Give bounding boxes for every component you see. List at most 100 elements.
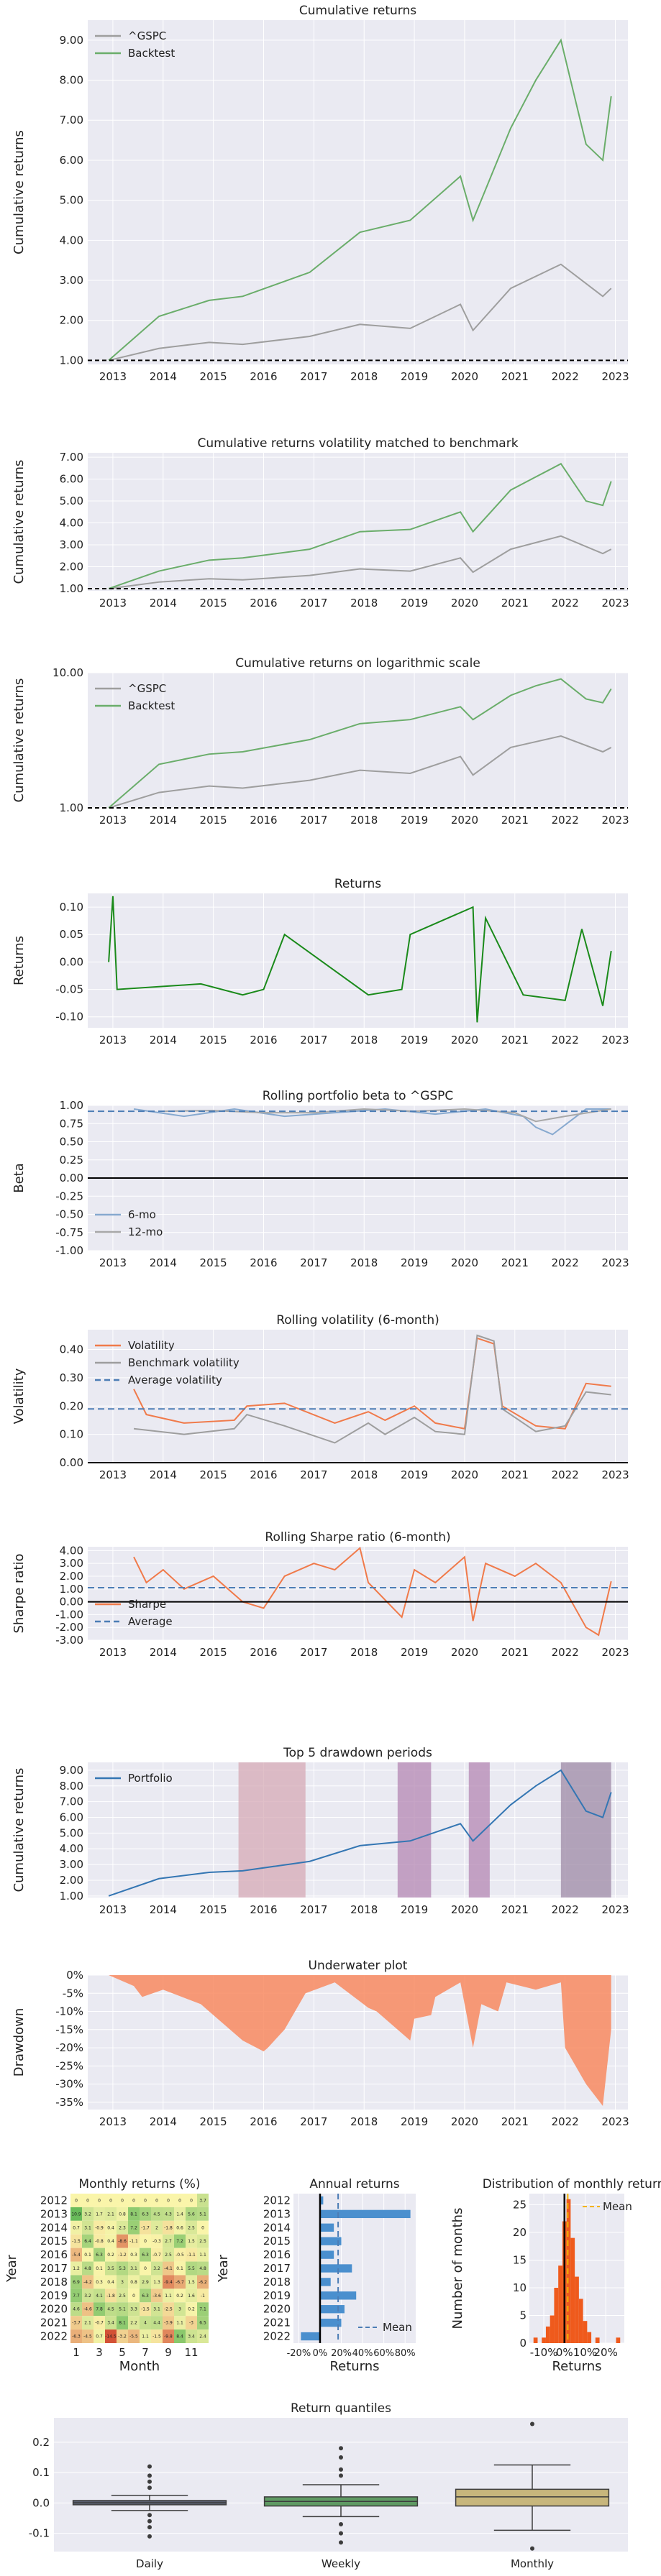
heatmap-cell [117, 2234, 128, 2248]
y-tick-label: 0.25 [60, 1154, 83, 1167]
heatmap-value: 3 [121, 2280, 124, 2285]
histogram-bar [587, 2332, 592, 2343]
heatmap-value: -3 [189, 2321, 193, 2326]
heatmap-cell [151, 2234, 163, 2248]
heatmap-cell [151, 2316, 163, 2330]
y-axis-label: Number of months [450, 2208, 465, 2329]
series-line-0 [108, 535, 612, 589]
y-tick-label: 1.00 [60, 582, 83, 595]
y-tick-label: -0.1 [29, 2527, 50, 2540]
heatmap-cell [140, 2329, 151, 2343]
y-tick-label: -0.05 [55, 983, 83, 996]
heatmap-value: 2.5 [199, 2239, 206, 2244]
y-tick-label: 15 [513, 2253, 526, 2266]
heatmap-cell [128, 2207, 140, 2221]
legend: Volatility Benchmark volatility Average vo… [95, 1339, 240, 1386]
y-axis-label: Drawdown [12, 2008, 27, 2077]
heatmap-value: 0.1 [96, 2266, 103, 2271]
series-line-1 [133, 1334, 611, 1444]
legend: Sharpe Average [95, 1598, 173, 1628]
heatmap-value: -0.8 [95, 2239, 104, 2244]
heatmap-cell [117, 2194, 128, 2207]
x-tick-label: 2023 [601, 814, 629, 827]
x-tick-label: 2014 [150, 1903, 177, 1916]
heatmap-cell [117, 2207, 128, 2221]
heatmap-value: 8.1 [119, 2321, 126, 2326]
heatmap-value: 0 [132, 2198, 135, 2203]
x-tick-label: 2017 [300, 1903, 327, 1916]
chart-monthly-heatmap: 0 0 0 0 0 0 0 0 0 0 0 3.710.9 3.2 1.7 2.1 0.8 8.1 6.3 4.5 4… [4, 2177, 209, 2374]
histogram-bar [578, 2299, 583, 2343]
y-tick-label: 6.00 [60, 1811, 83, 1824]
x-tick-label: 2023 [601, 1468, 629, 1481]
histogram-bar [570, 2237, 575, 2343]
heatmap-value: 2.1 [84, 2321, 91, 2326]
heatmap-value: 0.2 [176, 2294, 183, 2299]
y-tick-label: 6.00 [60, 154, 83, 167]
series-line-1 [108, 38, 612, 362]
heatmap-cell [163, 2329, 174, 2343]
x-tick-label: 2019 [401, 597, 428, 610]
heatmap-cell [105, 2288, 117, 2303]
y-axis-label: Sharpe ratio [12, 1554, 27, 1634]
heatmap-value: -1 [201, 2294, 205, 2299]
heatmap-cell [163, 2275, 174, 2289]
heatmap-value: 4.8 [199, 2266, 206, 2271]
heatmap-cell [197, 2248, 209, 2262]
y-tick-label: 0.2 [32, 2436, 50, 2449]
heatmap-cell [140, 2302, 151, 2317]
legend-label: 6-mo [128, 1208, 156, 1221]
heatmap-cell [82, 2261, 94, 2276]
heatmap-cell [186, 2329, 197, 2343]
heatmap-value: 3.1 [153, 2307, 160, 2312]
y-tick-label: 2.00 [60, 1874, 83, 1887]
x-tick-label: 2016 [250, 814, 277, 827]
chart-title: Rolling portfolio beta to ^GSPC [263, 1089, 454, 1103]
x-tick-label: 2018 [350, 2115, 378, 2128]
heatmap-value: 1.2 [73, 2266, 80, 2271]
heatmap-year: 2018 [40, 2276, 68, 2288]
y-tick-label: 2020 [263, 2303, 291, 2316]
y-tick-label: 0.00 [60, 955, 83, 968]
y-tick-label: 1.00 [60, 354, 83, 367]
x-tick-label: 2016 [250, 2115, 277, 2128]
heatmap-cell [105, 2207, 117, 2221]
heatmap-cell [140, 2275, 151, 2289]
heatmap-cell [197, 2261, 209, 2276]
heatmap-cell [174, 2248, 186, 2262]
heatmap-cell [163, 2194, 174, 2207]
heatmap-cell [186, 2207, 197, 2221]
heatmap-value: 3.2 [153, 2266, 160, 2271]
y-tick-label: 5.00 [60, 194, 83, 207]
x-tick-label: -20% [287, 2348, 311, 2359]
y-tick-label: 0.0 [32, 2496, 50, 2509]
histogram-bar [533, 2337, 538, 2343]
heatmap-cell [140, 2261, 151, 2276]
histogram-bar [575, 2276, 579, 2343]
heatmap-year: 2013 [40, 2207, 68, 2220]
heatmap-cell [82, 2275, 94, 2289]
chart-cumret_log: 2013 2014 2015 2016 2017 2018 2019 2020 2021 2022… [12, 656, 629, 827]
x-tick-label: 2021 [501, 370, 529, 383]
heatmap-cell [105, 2194, 117, 2207]
heatmap-value: 0.7 [73, 2225, 80, 2230]
heatmap-year: 2021 [40, 2317, 68, 2329]
legend-label: Volatility [128, 1339, 175, 1352]
chart-title: Return quantiles [291, 2401, 391, 2416]
x-tick-label: 2020 [451, 814, 478, 827]
heatmap-value: -6.3 [72, 2334, 81, 2340]
x-tick-label: 2022 [552, 2115, 579, 2128]
x-tick-label: 2020 [451, 1903, 478, 1916]
heatmap-cell [151, 2302, 163, 2317]
legend-label: Mean [383, 2321, 412, 2334]
heatmap-value: 5.6 [188, 2212, 195, 2217]
heatmap-cell [186, 2234, 197, 2248]
chart-title: Rolling volatility (6-month) [276, 1313, 439, 1328]
heatmap-cell [163, 2207, 174, 2221]
y-tick-label: 2012 [263, 2194, 291, 2207]
histogram-bar [566, 2199, 571, 2343]
histogram-bar [554, 2287, 559, 2343]
heatmap-value: 0 [132, 2294, 135, 2299]
y-tick-label: -30% [55, 2078, 83, 2091]
heatmap-value: -1.8 [106, 2294, 115, 2299]
